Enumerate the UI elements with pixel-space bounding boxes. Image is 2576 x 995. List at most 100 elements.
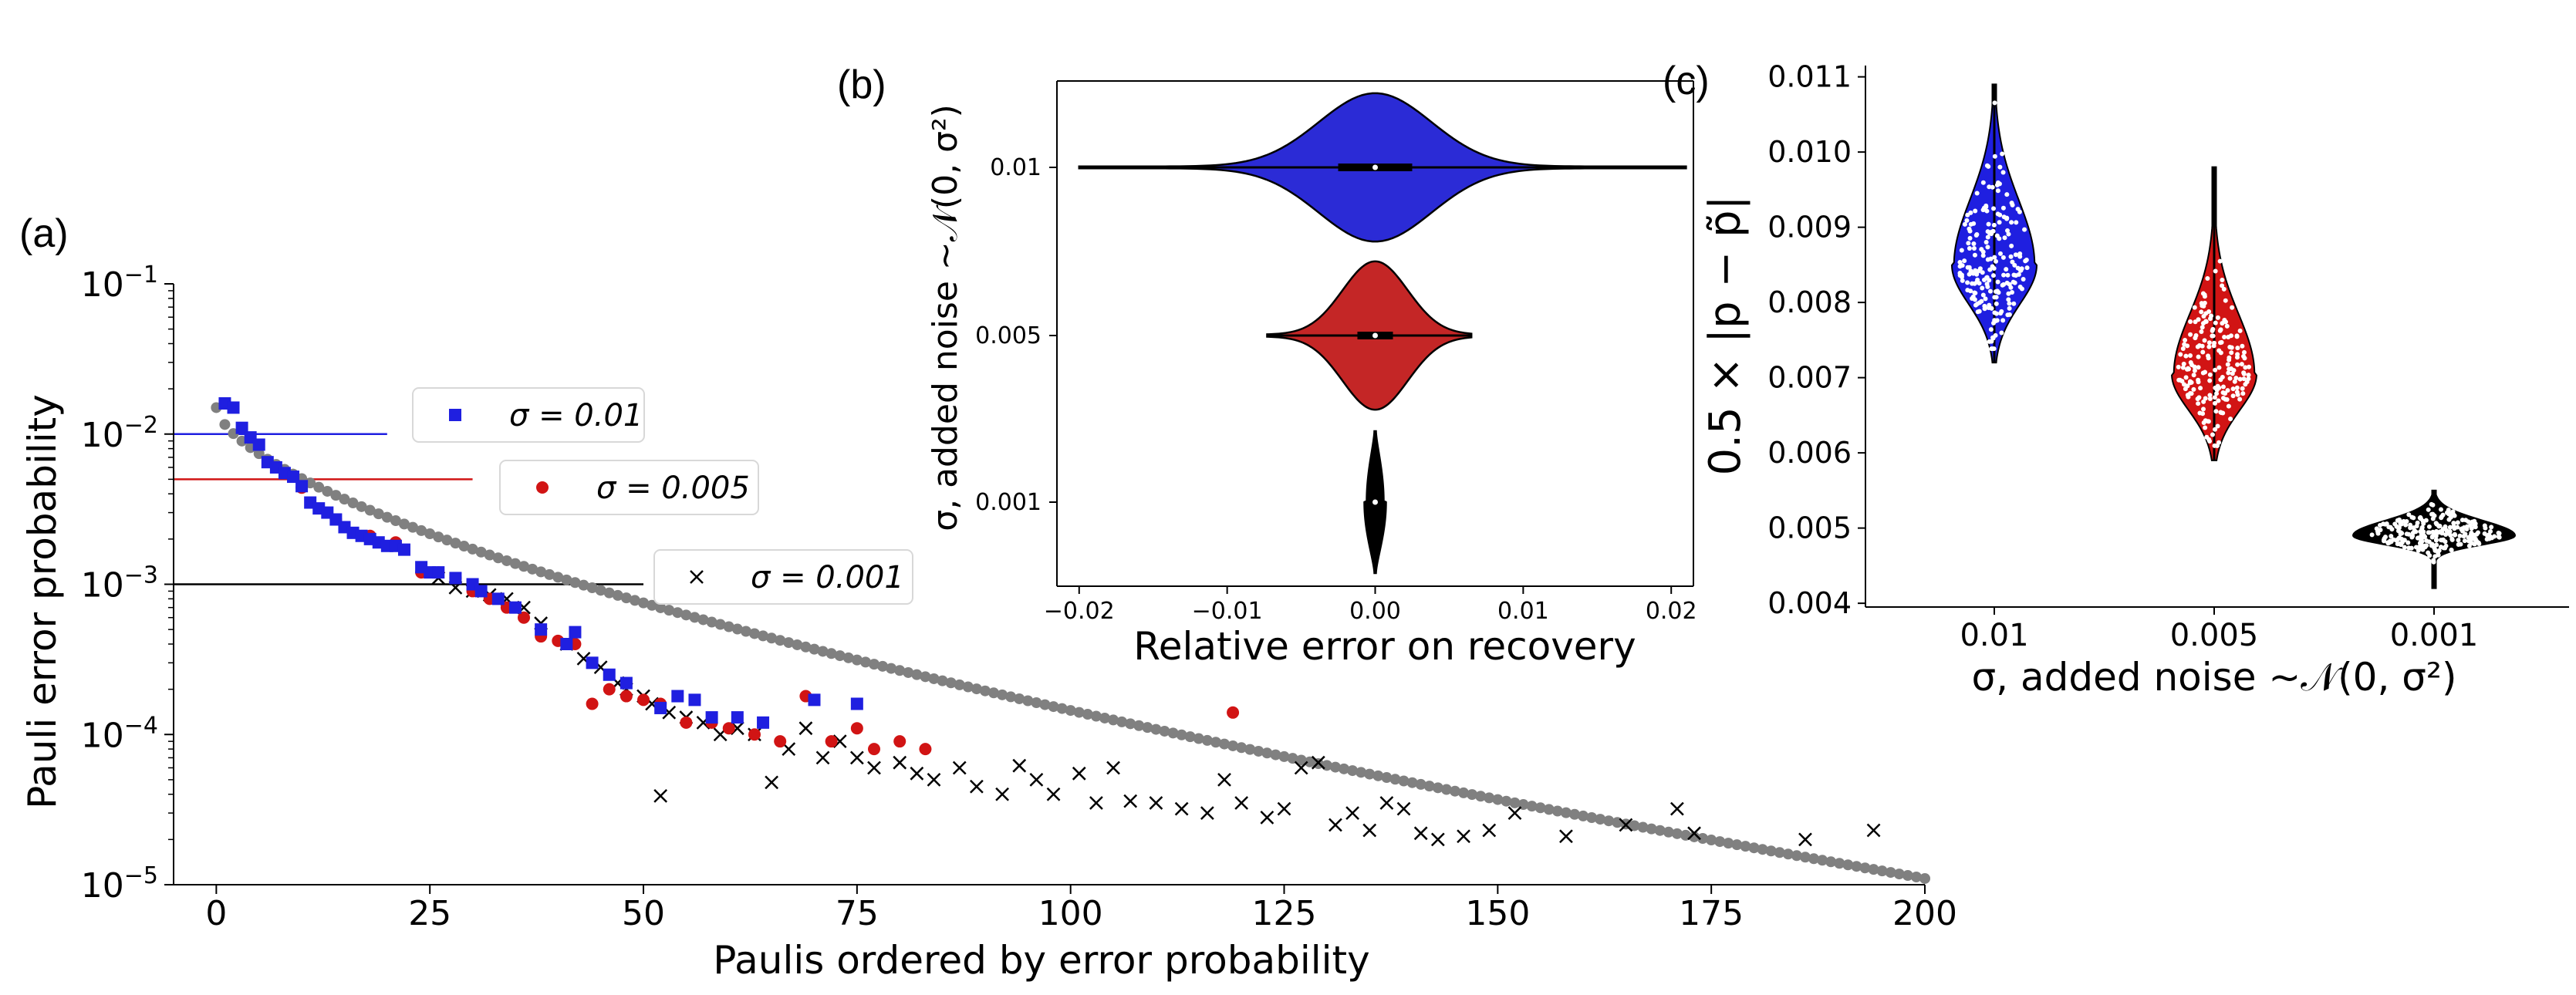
swarm-point xyxy=(2377,523,2382,528)
swarm-point xyxy=(1986,221,1991,227)
swarm-point xyxy=(2416,548,2421,553)
swarm-point xyxy=(2215,315,2220,320)
swarm-point xyxy=(2426,530,2432,535)
y-tick-label: 0.010 xyxy=(1767,135,1852,169)
swarm-point xyxy=(2413,545,2419,550)
swarm-point xyxy=(2446,511,2452,517)
panel-b-ylabel: σ, added noise ~𝒩(0, σ²) xyxy=(926,104,965,531)
swarm-point xyxy=(2214,391,2220,396)
x-point xyxy=(1149,796,1163,810)
swarm-point xyxy=(2457,533,2463,538)
gray-point xyxy=(758,630,769,642)
swarm-point xyxy=(1970,271,1976,276)
gray-point xyxy=(1910,871,1922,882)
swarm-point xyxy=(2220,374,2225,379)
gray-point xyxy=(569,577,581,589)
x-point xyxy=(1345,806,1359,820)
x-tick-label: 200 xyxy=(1892,894,1957,933)
x-point xyxy=(1200,806,1214,820)
swarm-point xyxy=(1997,164,2003,170)
swarm-point xyxy=(2242,356,2247,361)
gray-point xyxy=(407,521,419,533)
swarm-point xyxy=(2205,276,2210,282)
swarm-point xyxy=(1997,236,2002,241)
gray-point xyxy=(322,485,333,497)
gray-point xyxy=(809,643,820,655)
swarm-point xyxy=(1974,231,1980,237)
swarm-point xyxy=(1980,180,1986,185)
swarm-point xyxy=(2421,521,2426,526)
swarm-point xyxy=(1965,212,1970,218)
swarm-point xyxy=(2176,364,2181,369)
swarm-point xyxy=(2239,362,2244,367)
x-point xyxy=(1430,832,1445,847)
gray-point xyxy=(869,659,879,670)
swarm-point xyxy=(2240,343,2245,349)
swarm-point xyxy=(1991,222,1997,228)
gray-point xyxy=(1048,701,1059,713)
swarm-point xyxy=(2436,548,2442,553)
swarm-point xyxy=(2234,385,2240,390)
circle-point xyxy=(868,743,880,756)
swarm-point xyxy=(2182,342,2187,347)
gray-point xyxy=(1782,848,1794,860)
gray-point xyxy=(1706,835,1717,846)
gray-point xyxy=(1868,864,1879,875)
swarm-point xyxy=(2452,513,2457,518)
gray-point xyxy=(1748,842,1760,854)
swarm-point xyxy=(2191,386,2196,392)
swarm-point xyxy=(2219,339,2224,345)
swarm-point xyxy=(2369,532,2375,538)
legend-marker-x xyxy=(690,570,704,584)
swarm-point xyxy=(2384,521,2389,526)
swarm-point xyxy=(1980,292,1986,298)
swarm-point xyxy=(2423,518,2429,523)
gray-point xyxy=(373,508,384,520)
swarm-point xyxy=(1987,184,1992,190)
swarm-point xyxy=(2237,396,2243,402)
panel-c-ylabel: 0.5 × |p − p̃| xyxy=(1700,196,1751,476)
x-tick-label: 100 xyxy=(1038,894,1103,933)
x-point xyxy=(1379,796,1394,810)
swarm-point xyxy=(2193,319,2198,325)
swarm-point xyxy=(1996,290,2001,295)
swarm-point xyxy=(2007,312,2012,317)
swarm-point xyxy=(2189,379,2194,385)
gray-point xyxy=(672,607,684,619)
swarm-point xyxy=(1990,184,1995,190)
gray-point xyxy=(390,515,401,527)
square-point xyxy=(227,401,240,414)
square-point xyxy=(560,637,573,650)
swarm-point xyxy=(2473,536,2478,541)
swarm-point xyxy=(2204,434,2210,440)
x-point xyxy=(765,775,779,790)
gray-point xyxy=(1825,856,1837,868)
swarm-point xyxy=(2017,251,2023,256)
swarm-point xyxy=(2180,346,2186,351)
gray-point xyxy=(433,531,444,543)
x-point xyxy=(1234,796,1249,810)
swarm-point xyxy=(2202,338,2207,343)
swarm-point xyxy=(2224,397,2230,403)
swarm-point xyxy=(2430,502,2436,508)
swarm-point xyxy=(1974,191,1980,196)
legend-box xyxy=(499,460,759,515)
gray-point xyxy=(1791,850,1802,862)
swarm-point xyxy=(1983,239,1989,245)
y-tick-label: 10−4 xyxy=(81,712,158,755)
swarm-point xyxy=(1995,180,2000,185)
swarm-point xyxy=(2240,391,2246,396)
x-tick-label: 0.00 xyxy=(1349,598,1401,625)
x-point xyxy=(1866,823,1881,838)
swarm-point xyxy=(1987,288,1993,294)
gray-point xyxy=(347,498,359,509)
swarm-point xyxy=(2200,325,2205,330)
panel-b-xlabel: Relative error on recovery xyxy=(1133,624,1636,669)
swarm-point xyxy=(2223,298,2228,303)
x-point xyxy=(1362,823,1377,838)
swarm-point xyxy=(1992,153,1997,159)
gray-point xyxy=(1065,705,1076,717)
swarm-point xyxy=(2452,526,2457,531)
swarm-point xyxy=(2235,362,2240,367)
gray-point xyxy=(1808,853,1820,865)
